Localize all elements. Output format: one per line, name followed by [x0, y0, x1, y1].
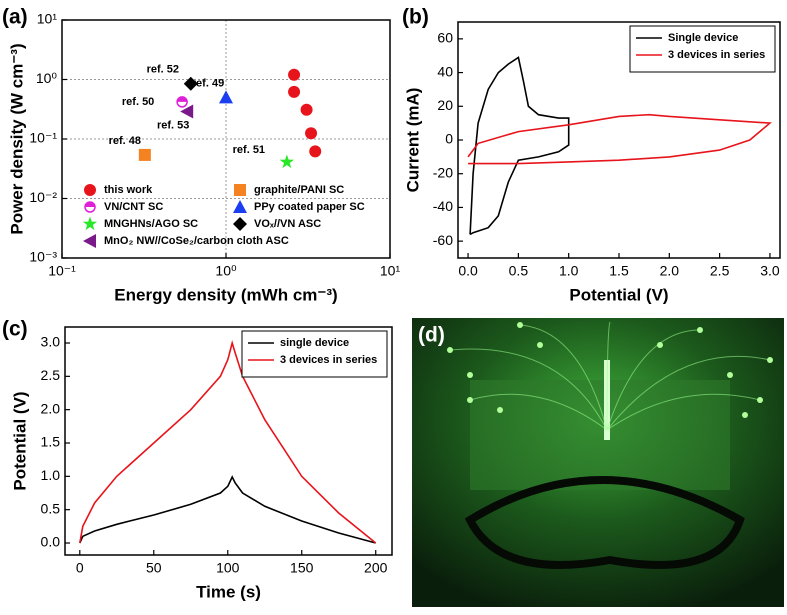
y-tick-label: 10⁻³ [29, 249, 57, 265]
legend-label: VN/CNT SC [104, 201, 163, 213]
fibers [449, 321, 771, 431]
panel-label: (b) [402, 6, 429, 29]
annotation: ref. 50 [122, 96, 154, 108]
x-tick-label: 0.0 [458, 263, 478, 279]
y-tick-label: 10⁻¹ [29, 130, 57, 146]
y-tick-label: 10⁰ [36, 70, 58, 86]
annotation: ref. 49 [192, 77, 224, 89]
point [138, 148, 151, 161]
board [470, 380, 730, 490]
legend-label: 3 devices in series [280, 354, 377, 366]
x-tick-label: 200 [364, 560, 388, 576]
x-tick-label: 10⁰ [215, 263, 237, 279]
y-tick-label: 20 [437, 97, 453, 113]
plot-frame [64, 326, 393, 556]
annotation: ref. 52 [147, 64, 179, 76]
chart-panel: (b) 0.0 0.5 1.0 1.5 2.0 2.5 3.0 -60 -40 -20 0 20 40 60… [402, 6, 781, 304]
point [279, 154, 294, 169]
line [79, 475, 376, 544]
legend-label: single device [280, 337, 349, 349]
x-tick-label: 1.0 [559, 263, 579, 279]
x-tick-label: 2.0 [660, 263, 680, 279]
x-tick-label: 10⁻¹ [48, 263, 76, 279]
legend-label: VOₓ//VN ASC [254, 218, 321, 230]
point [300, 103, 313, 116]
light-dots [447, 322, 773, 418]
x-tick-label: 50 [146, 560, 162, 576]
legend-marker [233, 217, 247, 231]
legend-label: 3 devices in series [668, 49, 765, 61]
annotation: ref. 48 [109, 135, 141, 147]
point [288, 85, 301, 98]
x-tick-label: 0.5 [509, 263, 529, 279]
x-tick-label: 1.5 [609, 263, 629, 279]
legend-marker [84, 184, 96, 196]
legend-marker [82, 216, 98, 231]
point [288, 68, 301, 81]
y-tick-label: 0.0 [41, 534, 61, 550]
y-tick-label: 0 [445, 131, 453, 147]
y-tick-label: 2.5 [41, 367, 61, 383]
point [305, 127, 318, 140]
y-tick-label: 2.0 [41, 400, 61, 416]
y-tick-label: 1.5 [41, 434, 61, 450]
point [180, 104, 194, 119]
annotation: ref. 53 [157, 119, 189, 131]
y-tick-label: -40 [433, 198, 453, 214]
legend-label: Single device [668, 32, 738, 44]
y-tick-label: 40 [437, 63, 453, 79]
point [219, 90, 233, 104]
y-tick-label: 1.0 [41, 467, 61, 483]
chart-panel: (a) 10⁻¹ 10⁰ 10¹ 10⁻³ 10⁻² 10⁻¹ 10⁰ 10¹ Energy de… [2, 6, 400, 305]
photo-panel: (d) [412, 318, 784, 607]
y-tick-label: -60 [433, 232, 453, 248]
legend-label: PPy coated paper SC [254, 201, 365, 213]
x-axis-title: Time (s) [196, 582, 261, 601]
legend-marker [233, 200, 247, 213]
panel-label: (a) [2, 6, 28, 29]
y-tick-label: 10¹ [37, 11, 58, 27]
x-axis-title: Energy density (mWh cm⁻³) [114, 285, 337, 304]
panel-label: (d) [418, 324, 445, 347]
x-tick-label: 3.0 [760, 263, 780, 279]
point [183, 76, 198, 91]
plot-frame [61, 19, 391, 259]
legend-box [241, 330, 388, 378]
panel-label: (c) [2, 318, 28, 341]
y-tick-label: -20 [433, 164, 453, 180]
legend-label: MnO₂ NW//CoSe₂/carbon cloth ASC [104, 235, 289, 247]
line [79, 340, 377, 544]
x-tick-label: 100 [216, 560, 240, 576]
y-tick-label: 0.5 [41, 500, 61, 516]
chart-panel: (c) 0 50 100 150 200 0.0 0.5 1.0 1.5 2.0 2.5 3.0 Time… [2, 318, 393, 601]
x-axis-title: Potential (V) [569, 285, 668, 304]
y-tick-label: 60 [437, 30, 453, 46]
line [467, 113, 772, 165]
plot-frame [457, 21, 781, 259]
cable [464, 476, 745, 569]
point-half [177, 96, 188, 102]
x-tick-label: 150 [290, 560, 314, 576]
y-tick-label: 10⁻² [29, 189, 57, 205]
point [309, 145, 322, 158]
x-tick-label: 0 [76, 560, 84, 576]
line [469, 56, 570, 236]
x-tick-label: 10¹ [380, 263, 401, 279]
legend-marker [83, 234, 96, 248]
legend-marker [234, 184, 246, 196]
point-half [85, 202, 95, 207]
legend-label: MNGHNs/AGO SC [104, 218, 198, 230]
legend-label: graphite/PANI SC [254, 184, 344, 196]
legend-box [629, 25, 776, 73]
x-tick-label: 2.5 [710, 263, 730, 279]
y-axis-title: Current (mA) [403, 88, 422, 193]
y-tick-label: 3.0 [41, 334, 61, 350]
y-axis-title: Potential (V) [10, 391, 29, 490]
y-axis-title: Power density (W cm⁻³) [7, 43, 26, 234]
legend-label: this work [104, 184, 153, 196]
annotation: ref. 51 [233, 144, 265, 156]
